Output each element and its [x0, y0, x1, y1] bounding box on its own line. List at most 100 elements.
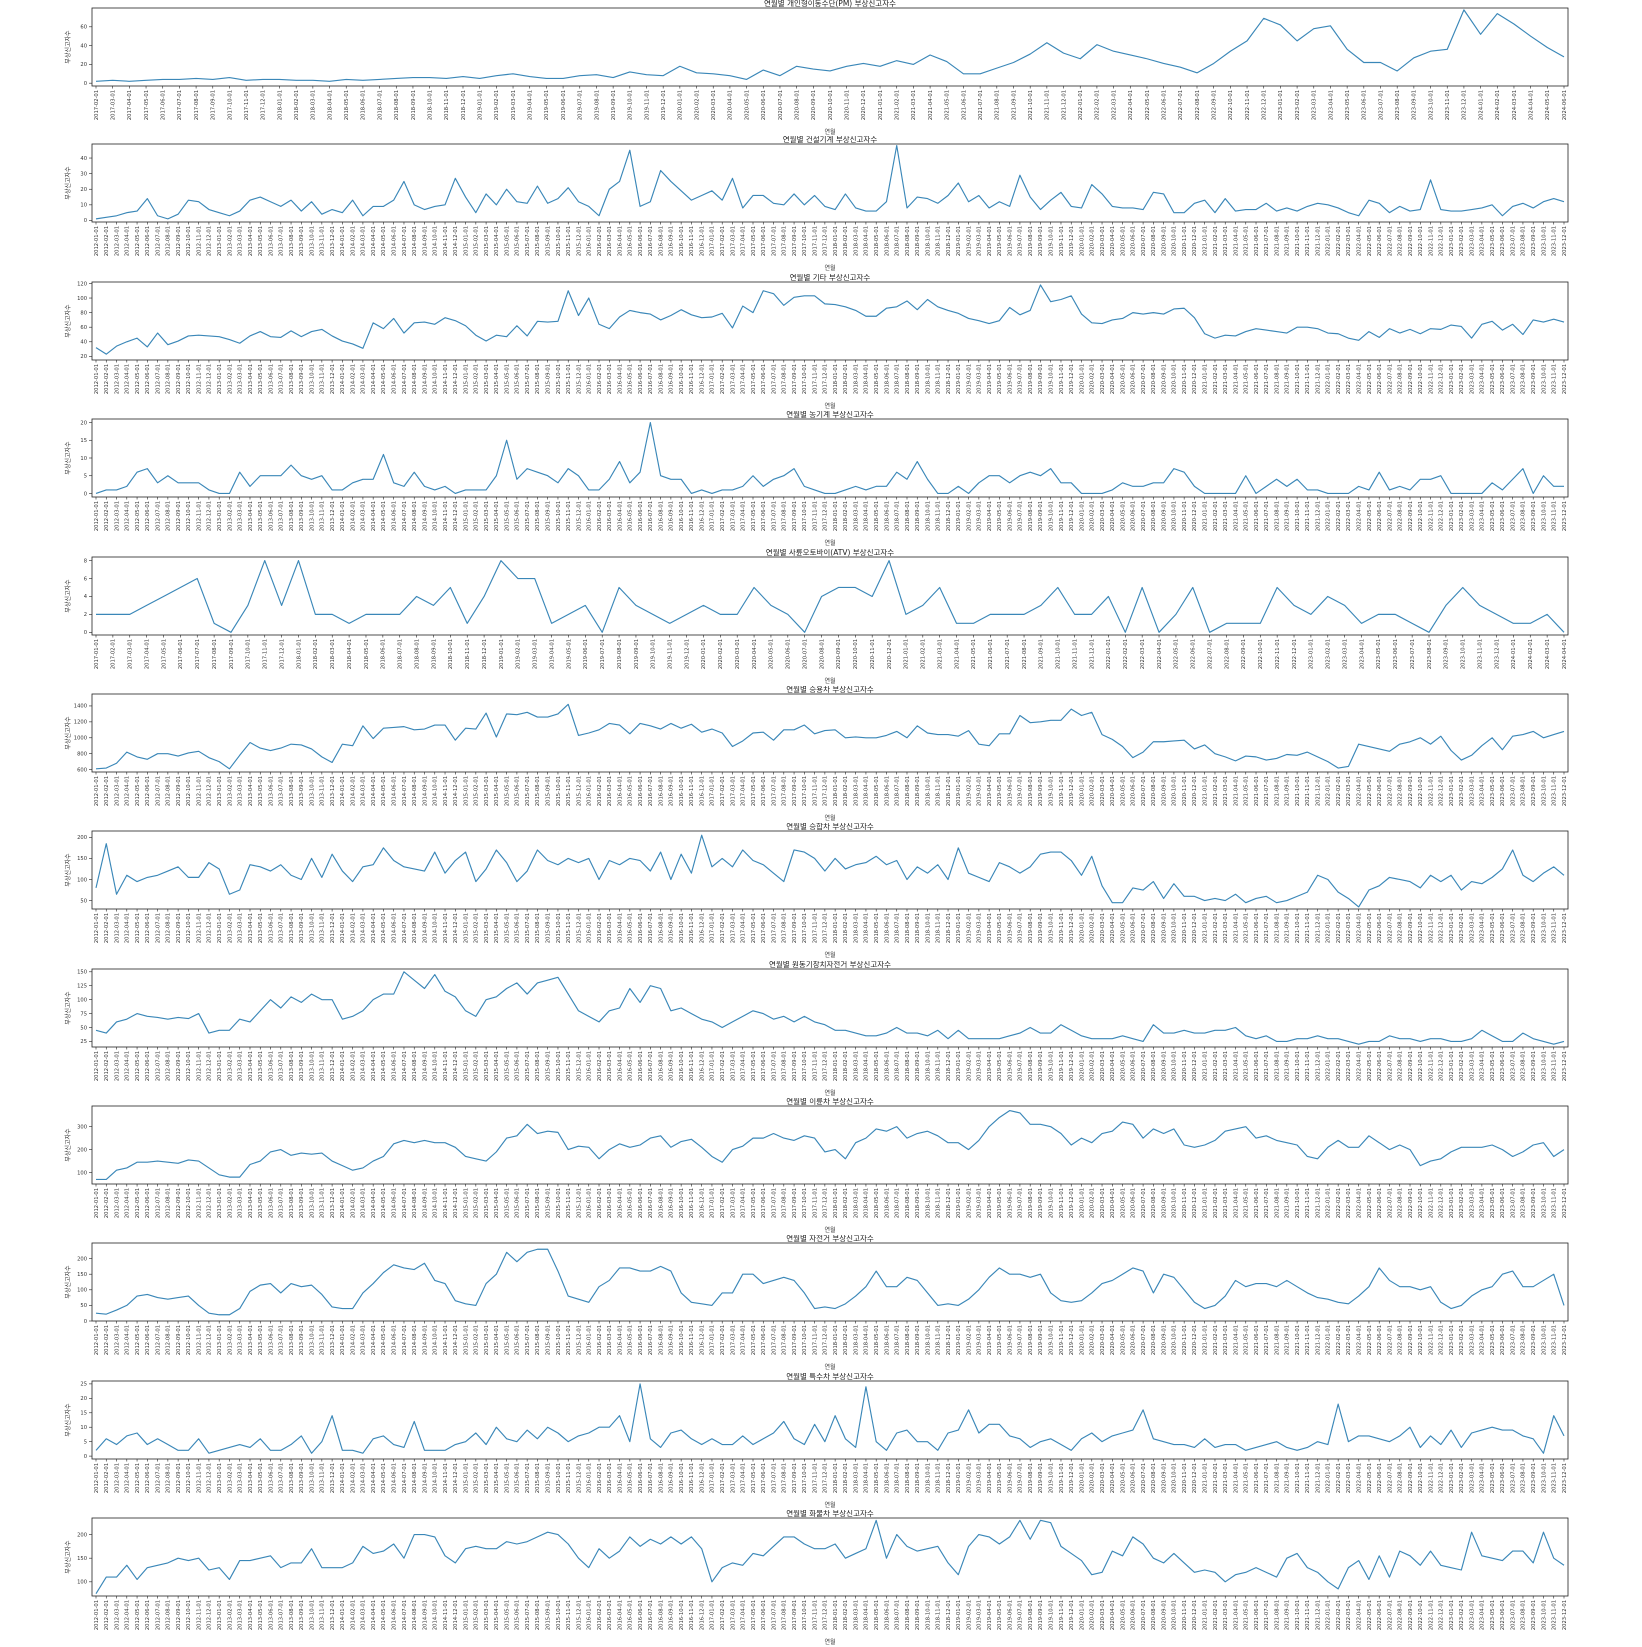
- x-tick-label: 2023-04-01: [1480, 1600, 1486, 1630]
- x-tick-label: 2013-12-01: [330, 364, 336, 394]
- x-tick-label: 2013-03-01: [238, 1463, 244, 1493]
- x-tick-label: 2019-01-01: [956, 1325, 962, 1355]
- x-tick-label: 2017-02-01: [720, 1051, 726, 1081]
- x-tick-label: 2015-09-01: [545, 1325, 551, 1355]
- x-tick-label: 2021-08-01: [1274, 1463, 1280, 1493]
- x-tick-label: 2017-02-01: [720, 226, 726, 256]
- x-tick-label: 2015-01-01: [463, 1325, 469, 1355]
- x-tick-label: 2019-03-01: [977, 1463, 983, 1493]
- x-tick-label: 2022-11-01: [1428, 226, 1434, 256]
- x-tick-label: 2012-07-01: [155, 776, 161, 806]
- x-tick-label: 2022-02-01: [1336, 501, 1342, 531]
- x-tick-label: 2021-08-01: [1274, 776, 1280, 806]
- x-tick-label: 2015-08-01: [535, 501, 541, 531]
- x-tick-label: 2012-02-01: [104, 226, 110, 256]
- x-tick-label: 2017-10-01: [802, 1051, 808, 1081]
- x-tick-label: 2022-10-01: [1418, 1600, 1424, 1630]
- x-tick-label: 2016-10-01: [679, 1051, 685, 1081]
- series-line: [95, 9, 1565, 82]
- x-tick-label: 2023-11-01: [1552, 1188, 1558, 1218]
- x-tick-label: 2019-02-01: [966, 1051, 972, 1081]
- x-tick-label: 2019-03-01: [977, 776, 983, 806]
- x-tick-label: 2023-10-01: [1428, 90, 1434, 120]
- x-tick-label: 2021-01-01: [1202, 226, 1208, 256]
- x-tick-label: 2016-05-01: [628, 1188, 634, 1218]
- x-tick-label: 2019-06-01: [1007, 913, 1013, 943]
- x-tick-label: 2016-09-01: [669, 1051, 675, 1081]
- x-tick-label: 2022-09-01: [1408, 913, 1414, 943]
- x-tick-label: 2023-08-01: [1521, 226, 1527, 256]
- x-tick-label: 2017-04-01: [741, 913, 747, 943]
- series-line: [95, 144, 1565, 220]
- x-tick-label: 2023-09-01: [1412, 90, 1418, 120]
- x-tick-label: 2015-01-01: [463, 776, 469, 806]
- x-tick-label: 2021-11-01: [1305, 1325, 1311, 1355]
- x-tick-label: 2020-12-01: [1192, 913, 1198, 943]
- x-tick-label: 2014-09-01: [422, 1600, 428, 1630]
- x-tick-label: 2013-06-01: [268, 776, 274, 806]
- x-tick-label: 2021-03-01: [1223, 1051, 1229, 1081]
- x-tick-label: 2018-09-01: [915, 226, 921, 256]
- x-tick-label: 2015-04-01: [494, 364, 500, 394]
- x-axis-label: 연월: [824, 1226, 835, 1234]
- x-tick-label: 2013-12-01: [330, 1051, 336, 1081]
- x-tick-label: 2018-02-01: [843, 501, 849, 531]
- chart-title: 연월별 승합차 부상신고자수: [786, 823, 874, 831]
- x-tick-label: 2012-11-01: [196, 1188, 202, 1218]
- x-tick-label: 2017-10-01: [802, 364, 808, 394]
- x-tick-label: 2022-01-01: [1326, 1463, 1332, 1493]
- x-tick-label: 2014-04-01: [371, 1600, 377, 1630]
- x-tick-label: 2012-10-01: [186, 1051, 192, 1081]
- x-tick-label: 2014-09-01: [422, 364, 428, 394]
- x-tick-label: 2022-10-01: [1418, 1463, 1424, 1493]
- x-tick-label: 2022-04-01: [1157, 639, 1163, 669]
- x-tick-label: 2014-10-01: [433, 1600, 439, 1630]
- x-tick-label: 2023-05-01: [1490, 1325, 1496, 1355]
- x-tick-label: 2014-10-01: [433, 1188, 439, 1218]
- x-tick-label: 2022-12-01: [1439, 226, 1445, 256]
- x-tick-label: 2014-03-01: [361, 1325, 367, 1355]
- x-tick-label: 2020-09-01: [836, 639, 842, 669]
- x-tick-label: 2020-11-01: [1182, 913, 1188, 943]
- x-tick-label: 2013-07-01: [279, 1600, 285, 1630]
- x-tick-label: 2019-12-01: [684, 639, 690, 669]
- x-tick-label: 2016-11-01: [689, 226, 695, 256]
- chart-panel: 연월별 건설기계 부상신고자수 0 10 20 30 40 부상신고자수 2012-01-01…: [0, 136, 1642, 273]
- x-tick-label: 2013-01-01: [217, 226, 223, 256]
- x-tick-label: 2013-05-01: [258, 776, 264, 806]
- x-tick-label: 2013-06-01: [268, 1463, 274, 1493]
- x-tick-label: 2018-10-01: [448, 639, 454, 669]
- x-tick-label: 2023-02-01: [1295, 90, 1301, 120]
- x-tick-label: 2012-09-01: [176, 501, 182, 531]
- x-tick-label: 2018-08-01: [905, 913, 911, 943]
- x-tick-label: 2016-04-01: [617, 364, 623, 394]
- x-tick-label: 2023-11-01: [1552, 501, 1558, 531]
- x-tick-label: 2022-02-01: [1123, 639, 1129, 669]
- x-tick-label: 2015-12-01: [576, 501, 582, 531]
- x-tick-label: 2017-05-01: [161, 639, 167, 669]
- x-tick-label: 2021-07-01: [978, 90, 984, 120]
- y-tick-label: 100: [77, 877, 87, 883]
- x-tick-label: 2021-02-01: [1213, 1188, 1219, 1218]
- x-tick-label: 2012-06-01: [145, 913, 151, 943]
- x-tick-label: 2012-09-01: [176, 364, 182, 394]
- x-tick-label: 2021-03-01: [1223, 776, 1229, 806]
- x-tick-label: 2018-03-01: [853, 501, 859, 531]
- x-tick-label: 2015-06-01: [515, 1463, 521, 1493]
- x-tick-label: 2022-08-01: [1398, 1600, 1404, 1630]
- x-tick-label: 2019-09-01: [1038, 1051, 1044, 1081]
- x-tick-label: 2017-12-01: [823, 364, 829, 394]
- x-tick-label: 2022-09-01: [1408, 1600, 1414, 1630]
- x-tick-label: 2017-11-01: [812, 776, 818, 806]
- x-tick-label: 2013-10-01: [309, 226, 315, 256]
- x-tick-label: 2021-02-01: [1213, 364, 1219, 394]
- x-tick-label: 2020-02-01: [1090, 1463, 1096, 1493]
- x-tick-label: 2015-08-01: [535, 364, 541, 394]
- x-tick-label: 2022-03-01: [1346, 1188, 1352, 1218]
- x-tick-label: 2013-12-01: [330, 501, 336, 531]
- x-tick-label: 2022-04-01: [1356, 776, 1362, 806]
- x-tick-label: 2021-09-01: [1039, 639, 1045, 669]
- x-tick-label: 2022-06-01: [1377, 913, 1383, 943]
- x-tick-label: 2023-10-01: [1541, 1325, 1547, 1355]
- x-tick-label: 2013-06-01: [268, 501, 274, 531]
